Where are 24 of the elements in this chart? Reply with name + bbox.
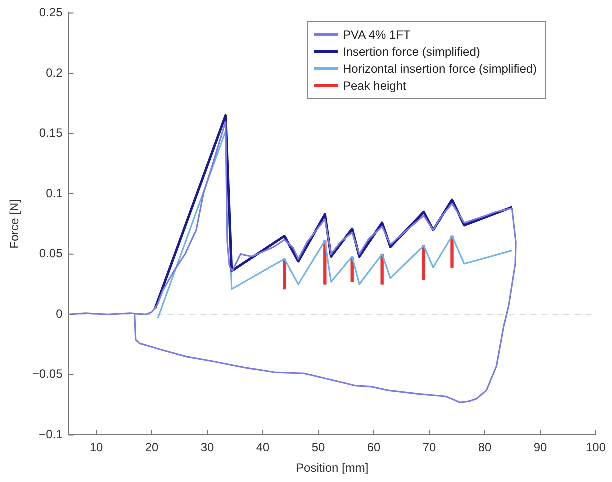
x-tick-label: 90 [534, 440, 548, 455]
x-tick-label: 40 [256, 440, 270, 455]
y-tick-label: 0 [56, 306, 64, 321]
y-axis-title: Force [N] [8, 200, 22, 249]
x-tick-label: 20 [145, 440, 160, 455]
y-tick-label: −0.05 [32, 367, 64, 382]
y-tick-label: 0.2 [46, 66, 64, 80]
x-tick-label: 60 [367, 440, 381, 455]
legend-label: PVA 4% 1FT [342, 28, 411, 42]
y-tick-label: 0.05 [39, 246, 64, 261]
legend-label: Insertion force (simplified) [342, 44, 480, 59]
x-tick-label: 80 [478, 440, 492, 455]
x-tick-label: 30 [200, 440, 214, 455]
x-tick-label: 50 [312, 440, 326, 455]
y-tick-label: 0.1 [46, 186, 64, 200]
x-tick-label: 100 [586, 440, 606, 455]
y-tick-label: 0.15 [39, 126, 64, 140]
y-tick-label: 0.25 [39, 6, 64, 20]
x-tick-label: 10 [90, 440, 104, 455]
y-tick-label: −0.1 [39, 428, 64, 442]
legend-label: Horizontal insertion force (simplified) [342, 62, 538, 76]
legend-label: Peak height [342, 78, 406, 93]
x-axis-title: Position [mm] [296, 461, 369, 476]
x-tick-label: 70 [422, 440, 436, 455]
